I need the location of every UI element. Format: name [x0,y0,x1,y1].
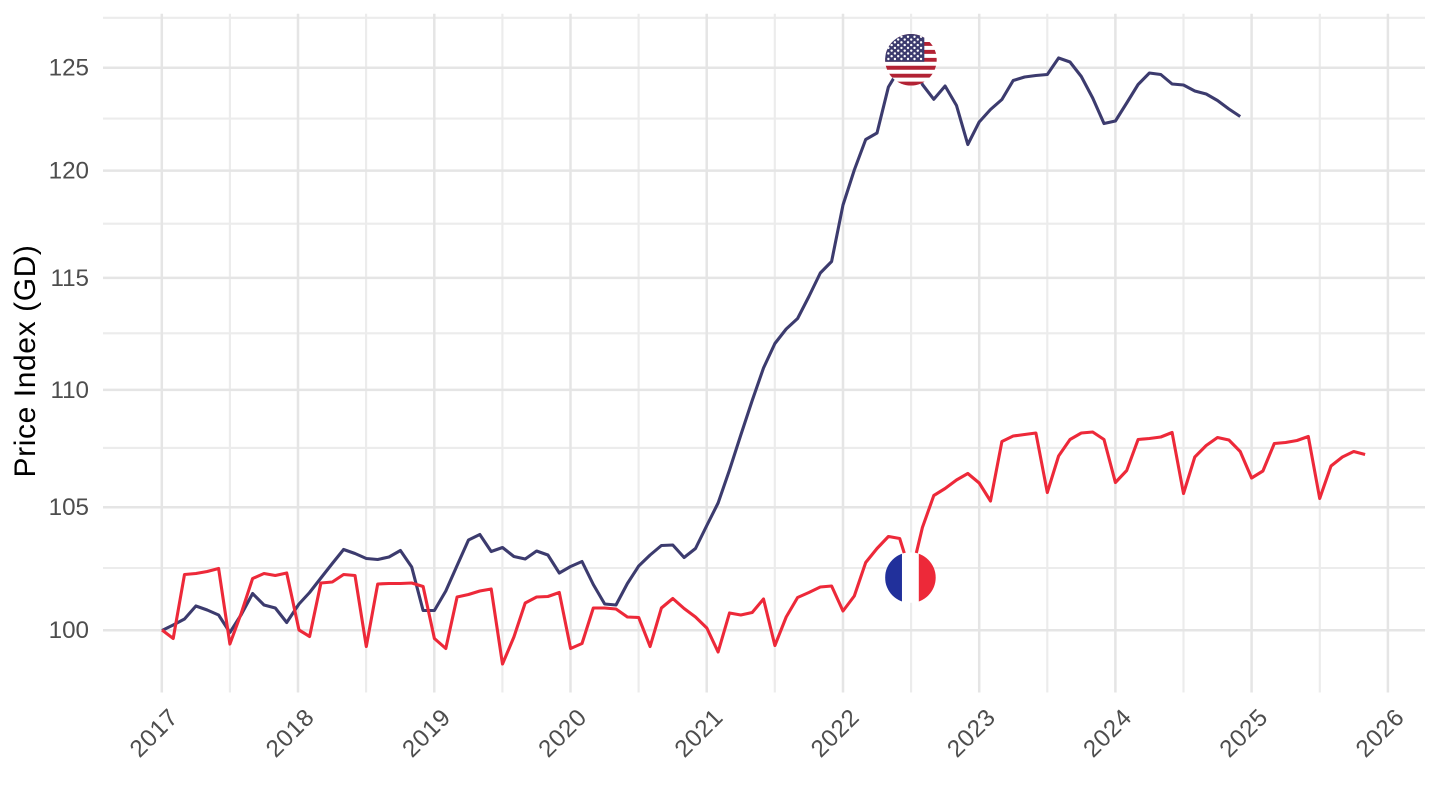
svg-text:100: 100 [49,617,89,644]
svg-text:Price Index (GD): Price Index (GD) [9,245,42,478]
svg-text:105: 105 [49,494,89,521]
svg-text:110: 110 [50,377,89,404]
svg-text:120: 120 [49,158,89,185]
svg-text:115: 115 [50,265,89,292]
svg-text:125: 125 [49,55,89,82]
